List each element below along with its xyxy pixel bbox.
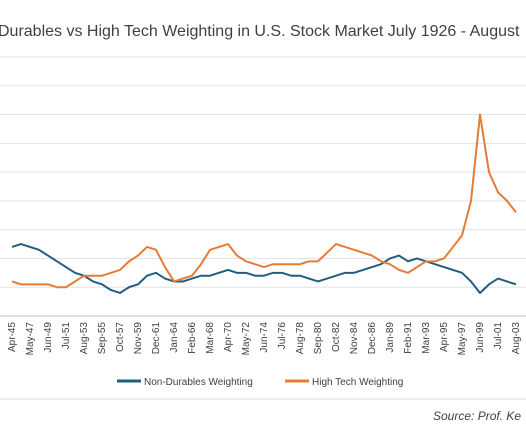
chart-title: Durables vs High Tech Weighting in U.S. …	[0, 23, 520, 40]
x-tick-label: Apr-45	[7, 322, 18, 352]
x-tick-label: May-97	[457, 322, 468, 356]
x-tick-label: Nov-84	[349, 322, 360, 355]
x-tick-label: Jun-99	[475, 322, 486, 353]
data-line	[11, 113, 517, 289]
x-tick-label: Sep-80	[313, 322, 324, 355]
x-tick-label: Oct-82	[331, 322, 342, 352]
x-tick-label: Dec-86	[367, 322, 378, 355]
x-tick-label: Mar-68	[205, 322, 216, 354]
x-tick-label: Jul-76	[277, 322, 288, 350]
x-tick-label: Dec-61	[151, 322, 162, 355]
x-tick-label: Jan-89	[385, 322, 396, 353]
x-tick-label: Apr-95	[439, 322, 450, 352]
x-tick-label: Aug-53	[79, 322, 90, 355]
x-tick-label: May-72	[241, 322, 252, 356]
x-tick-label: Nov-59	[133, 322, 144, 355]
x-tick-label: Jul-01	[493, 322, 504, 350]
x-tick-label: Mar-93	[421, 322, 432, 354]
x-tick-label: Aug-78	[295, 322, 306, 355]
legend-label: High Tech Weighting	[312, 377, 403, 388]
x-tick-label: Oct-57	[115, 322, 126, 352]
x-tick-label: Jul-51	[61, 322, 72, 350]
x-tick-label: May-47	[25, 322, 36, 356]
x-tick-label: Apr-70	[223, 322, 234, 352]
x-tick-label: Feb-66	[187, 322, 198, 354]
x-tick-label: Sep-55	[97, 322, 108, 355]
data-line	[11, 243, 517, 294]
x-tick-label: Feb-91	[403, 322, 414, 354]
source-note: Source: Prof. Ke	[433, 409, 521, 423]
legend-label: Non-Durables Weighting	[144, 377, 253, 388]
x-tick-label: Jun-74	[259, 322, 270, 353]
x-tick-label: Jun-49	[43, 322, 54, 353]
x-tick-label: Aug-03	[511, 322, 522, 355]
x-tick-label: Jan-64	[169, 322, 180, 353]
